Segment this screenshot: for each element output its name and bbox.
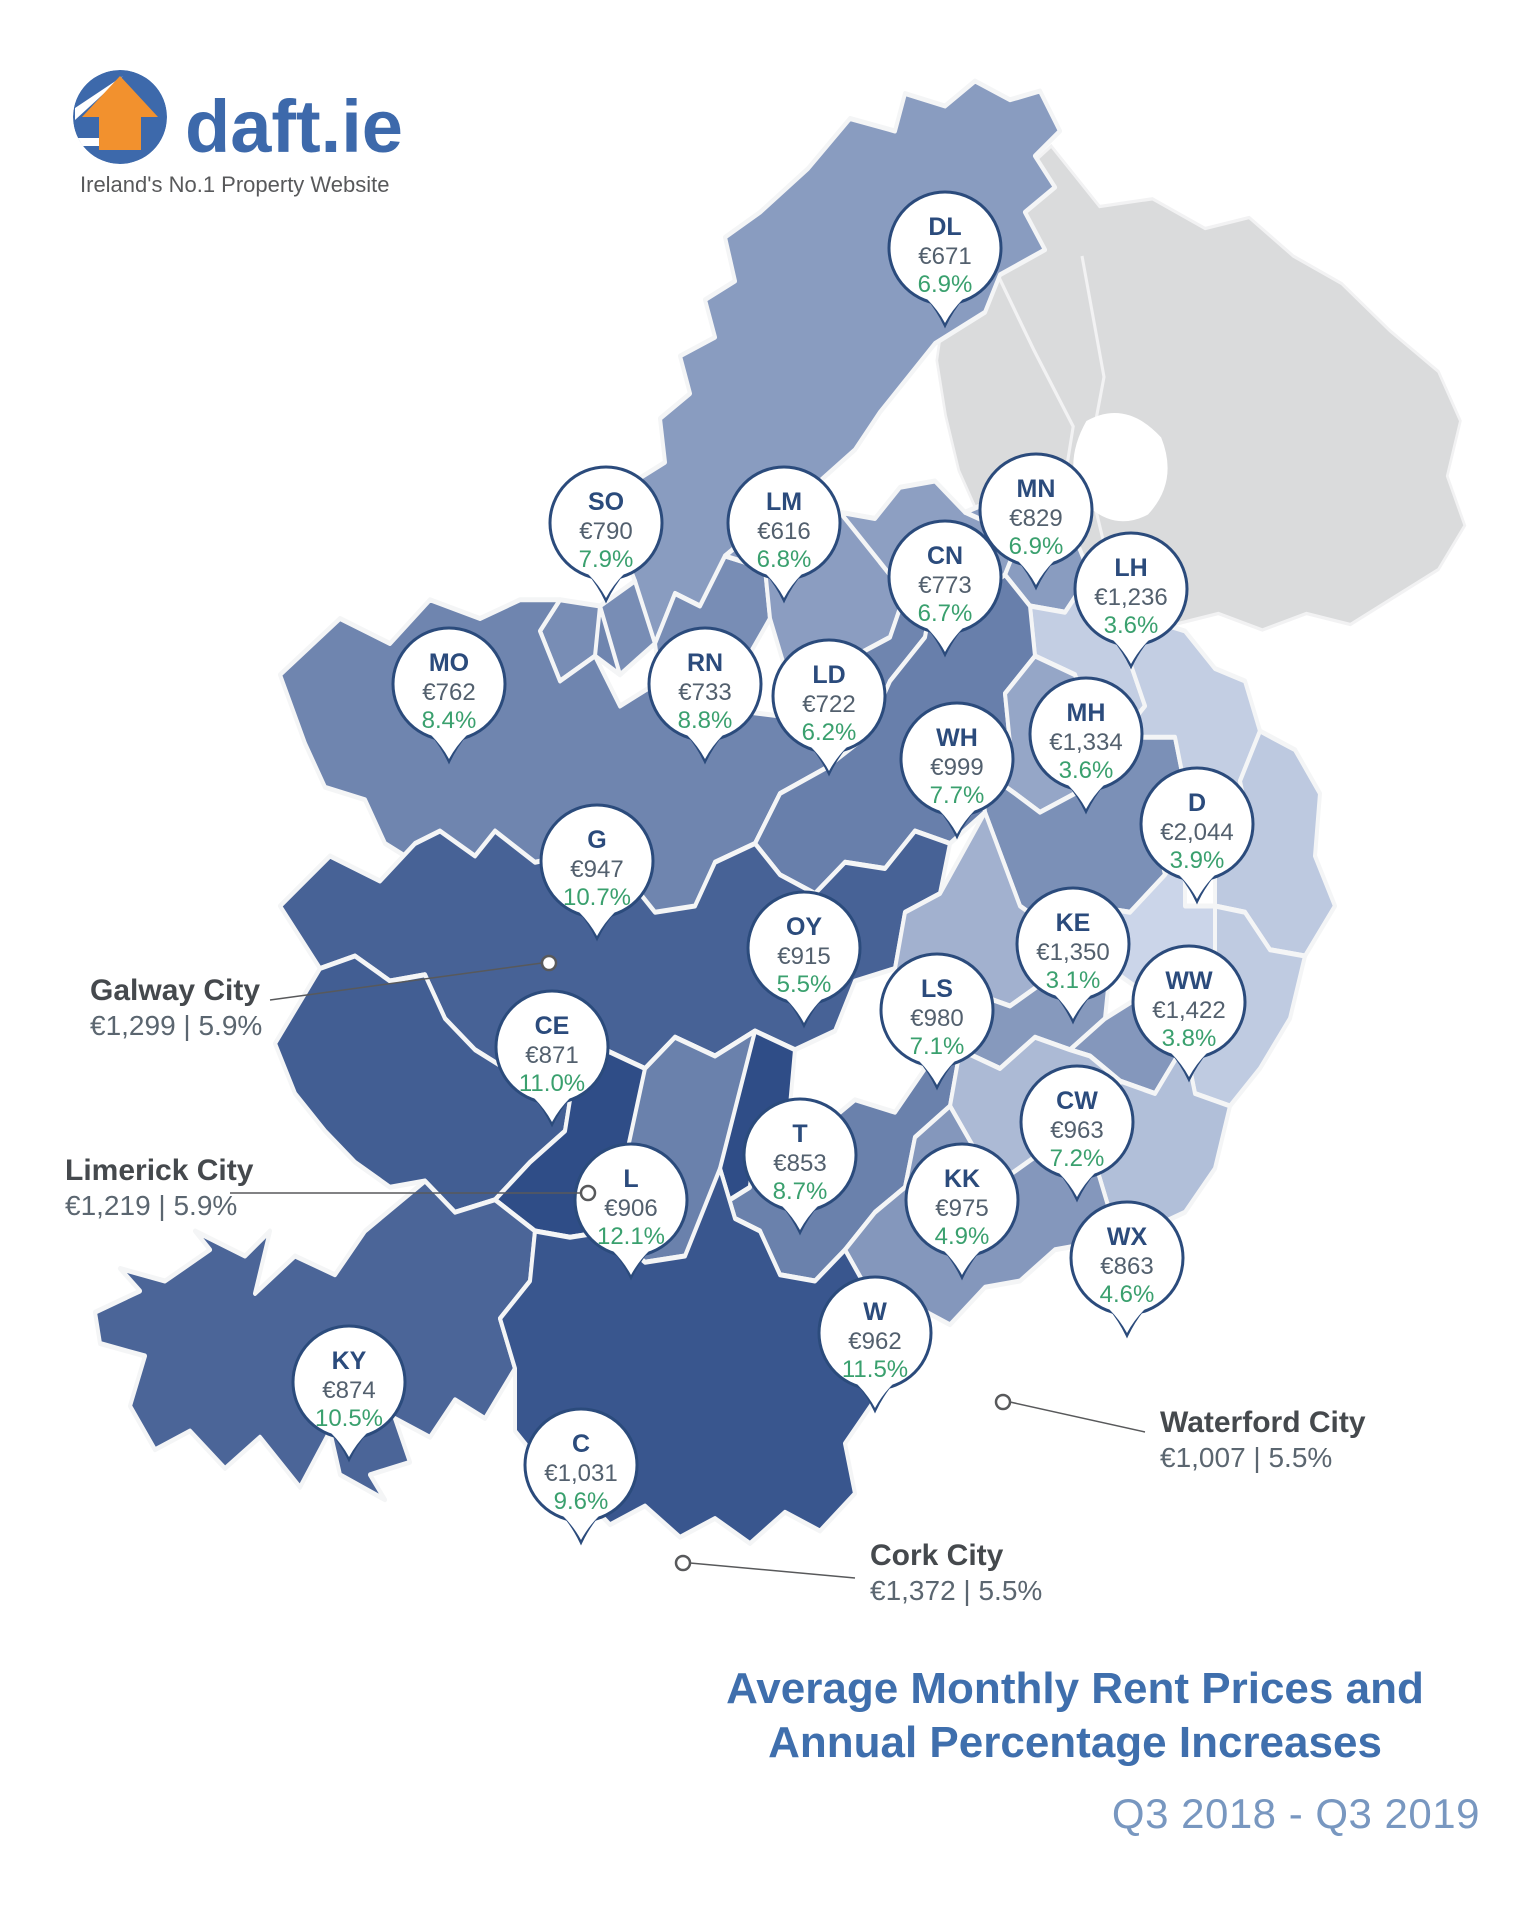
svg-text:€915: €915: [777, 943, 830, 970]
svg-text:€1,031: €1,031: [544, 1460, 617, 1487]
svg-text:12.1%: 12.1%: [597, 1223, 665, 1250]
svg-text:KY: KY: [332, 1347, 367, 1375]
svg-text:D: D: [1188, 789, 1206, 817]
svg-text:7.9%: 7.9%: [579, 546, 634, 573]
svg-text:W: W: [863, 1298, 887, 1326]
svg-text:7.1%: 7.1%: [910, 1033, 965, 1060]
svg-text:€790: €790: [579, 518, 632, 545]
svg-text:MH: MH: [1067, 699, 1106, 727]
svg-text:CW: CW: [1056, 1087, 1098, 1115]
svg-text:€1,219 | 5.9%: €1,219 | 5.9%: [65, 1190, 237, 1221]
svg-text:LH: LH: [1114, 554, 1147, 582]
svg-text:€1,350: €1,350: [1036, 939, 1109, 966]
svg-text:3.6%: 3.6%: [1104, 612, 1159, 639]
svg-text:10.7%: 10.7%: [563, 884, 631, 911]
svg-text:€853: €853: [773, 1150, 826, 1177]
svg-text:6.9%: 6.9%: [1009, 533, 1064, 560]
svg-text:LS: LS: [921, 975, 953, 1003]
svg-text:OY: OY: [786, 913, 822, 941]
svg-text:C: C: [572, 1430, 590, 1458]
svg-text:LD: LD: [812, 661, 845, 689]
svg-text:6.9%: 6.9%: [918, 271, 973, 298]
svg-text:6.8%: 6.8%: [757, 546, 812, 573]
svg-text:€999: €999: [930, 754, 983, 781]
svg-text:€962: €962: [848, 1328, 901, 1355]
svg-text:€1,334: €1,334: [1049, 729, 1122, 756]
svg-text:WX: WX: [1107, 1223, 1148, 1251]
svg-text:€773: €773: [918, 572, 971, 599]
svg-text:8.4%: 8.4%: [422, 707, 477, 734]
svg-text:Cork City: Cork City: [870, 1539, 1004, 1572]
svg-text:3.8%: 3.8%: [1162, 1025, 1217, 1052]
svg-text:CE: CE: [535, 1012, 570, 1040]
svg-text:MN: MN: [1017, 475, 1056, 503]
svg-text:DL: DL: [928, 213, 961, 241]
svg-text:6.7%: 6.7%: [918, 600, 973, 627]
svg-text:G: G: [587, 826, 606, 854]
svg-text:€947: €947: [570, 856, 623, 883]
svg-text:€1,422: €1,422: [1152, 997, 1225, 1024]
svg-text:3.6%: 3.6%: [1059, 757, 1114, 784]
svg-text:SO: SO: [588, 488, 624, 516]
svg-text:4.9%: 4.9%: [935, 1223, 990, 1250]
svg-text:8.7%: 8.7%: [773, 1178, 828, 1205]
svg-text:€980: €980: [910, 1005, 963, 1032]
svg-text:9.6%: 9.6%: [554, 1488, 609, 1515]
svg-text:CN: CN: [927, 542, 963, 570]
svg-text:Galway City: Galway City: [90, 974, 260, 1007]
svg-text:11.5%: 11.5%: [842, 1356, 908, 1383]
svg-text:KE: KE: [1056, 909, 1091, 937]
svg-text:T: T: [792, 1120, 807, 1148]
svg-text:LM: LM: [766, 488, 802, 516]
svg-text:€874: €874: [322, 1377, 375, 1404]
svg-text:€1,372 | 5.5%: €1,372 | 5.5%: [870, 1575, 1042, 1606]
svg-text:€963: €963: [1050, 1117, 1103, 1144]
svg-text:11.0%: 11.0%: [519, 1070, 585, 1097]
svg-text:MO: MO: [429, 649, 469, 677]
svg-text:7.7%: 7.7%: [930, 782, 985, 809]
svg-text:€863: €863: [1100, 1253, 1153, 1280]
svg-text:€975: €975: [935, 1195, 988, 1222]
svg-text:3.1%: 3.1%: [1046, 967, 1101, 994]
svg-text:Waterford City: Waterford City: [1160, 1406, 1366, 1439]
svg-text:7.2%: 7.2%: [1050, 1145, 1105, 1172]
svg-text:WH: WH: [936, 724, 978, 752]
svg-text:KK: KK: [944, 1165, 980, 1193]
svg-text:€829: €829: [1009, 505, 1062, 532]
svg-text:€671: €671: [918, 243, 971, 270]
svg-text:Limerick City: Limerick City: [65, 1154, 254, 1187]
svg-text:€1,236: €1,236: [1094, 584, 1167, 611]
svg-text:€871: €871: [525, 1042, 578, 1069]
svg-text:€733: €733: [678, 679, 731, 706]
svg-text:10.5%: 10.5%: [315, 1405, 383, 1432]
svg-text:4.6%: 4.6%: [1100, 1281, 1155, 1308]
svg-text:€762: €762: [422, 679, 475, 706]
svg-text:€2,044: €2,044: [1160, 819, 1233, 846]
svg-text:L: L: [623, 1165, 638, 1193]
svg-text:€906: €906: [604, 1195, 657, 1222]
svg-text:8.8%: 8.8%: [678, 707, 733, 734]
svg-text:€616: €616: [757, 518, 810, 545]
svg-text:WW: WW: [1165, 967, 1213, 995]
svg-text:3.9%: 3.9%: [1170, 847, 1225, 874]
svg-text:5.5%: 5.5%: [777, 971, 832, 998]
svg-text:6.2%: 6.2%: [802, 719, 857, 746]
svg-text:€1,299 | 5.9%: €1,299 | 5.9%: [90, 1010, 262, 1041]
svg-text:€1,007 | 5.5%: €1,007 | 5.5%: [1160, 1442, 1332, 1473]
svg-text:€722: €722: [802, 691, 855, 718]
svg-text:RN: RN: [687, 649, 723, 677]
